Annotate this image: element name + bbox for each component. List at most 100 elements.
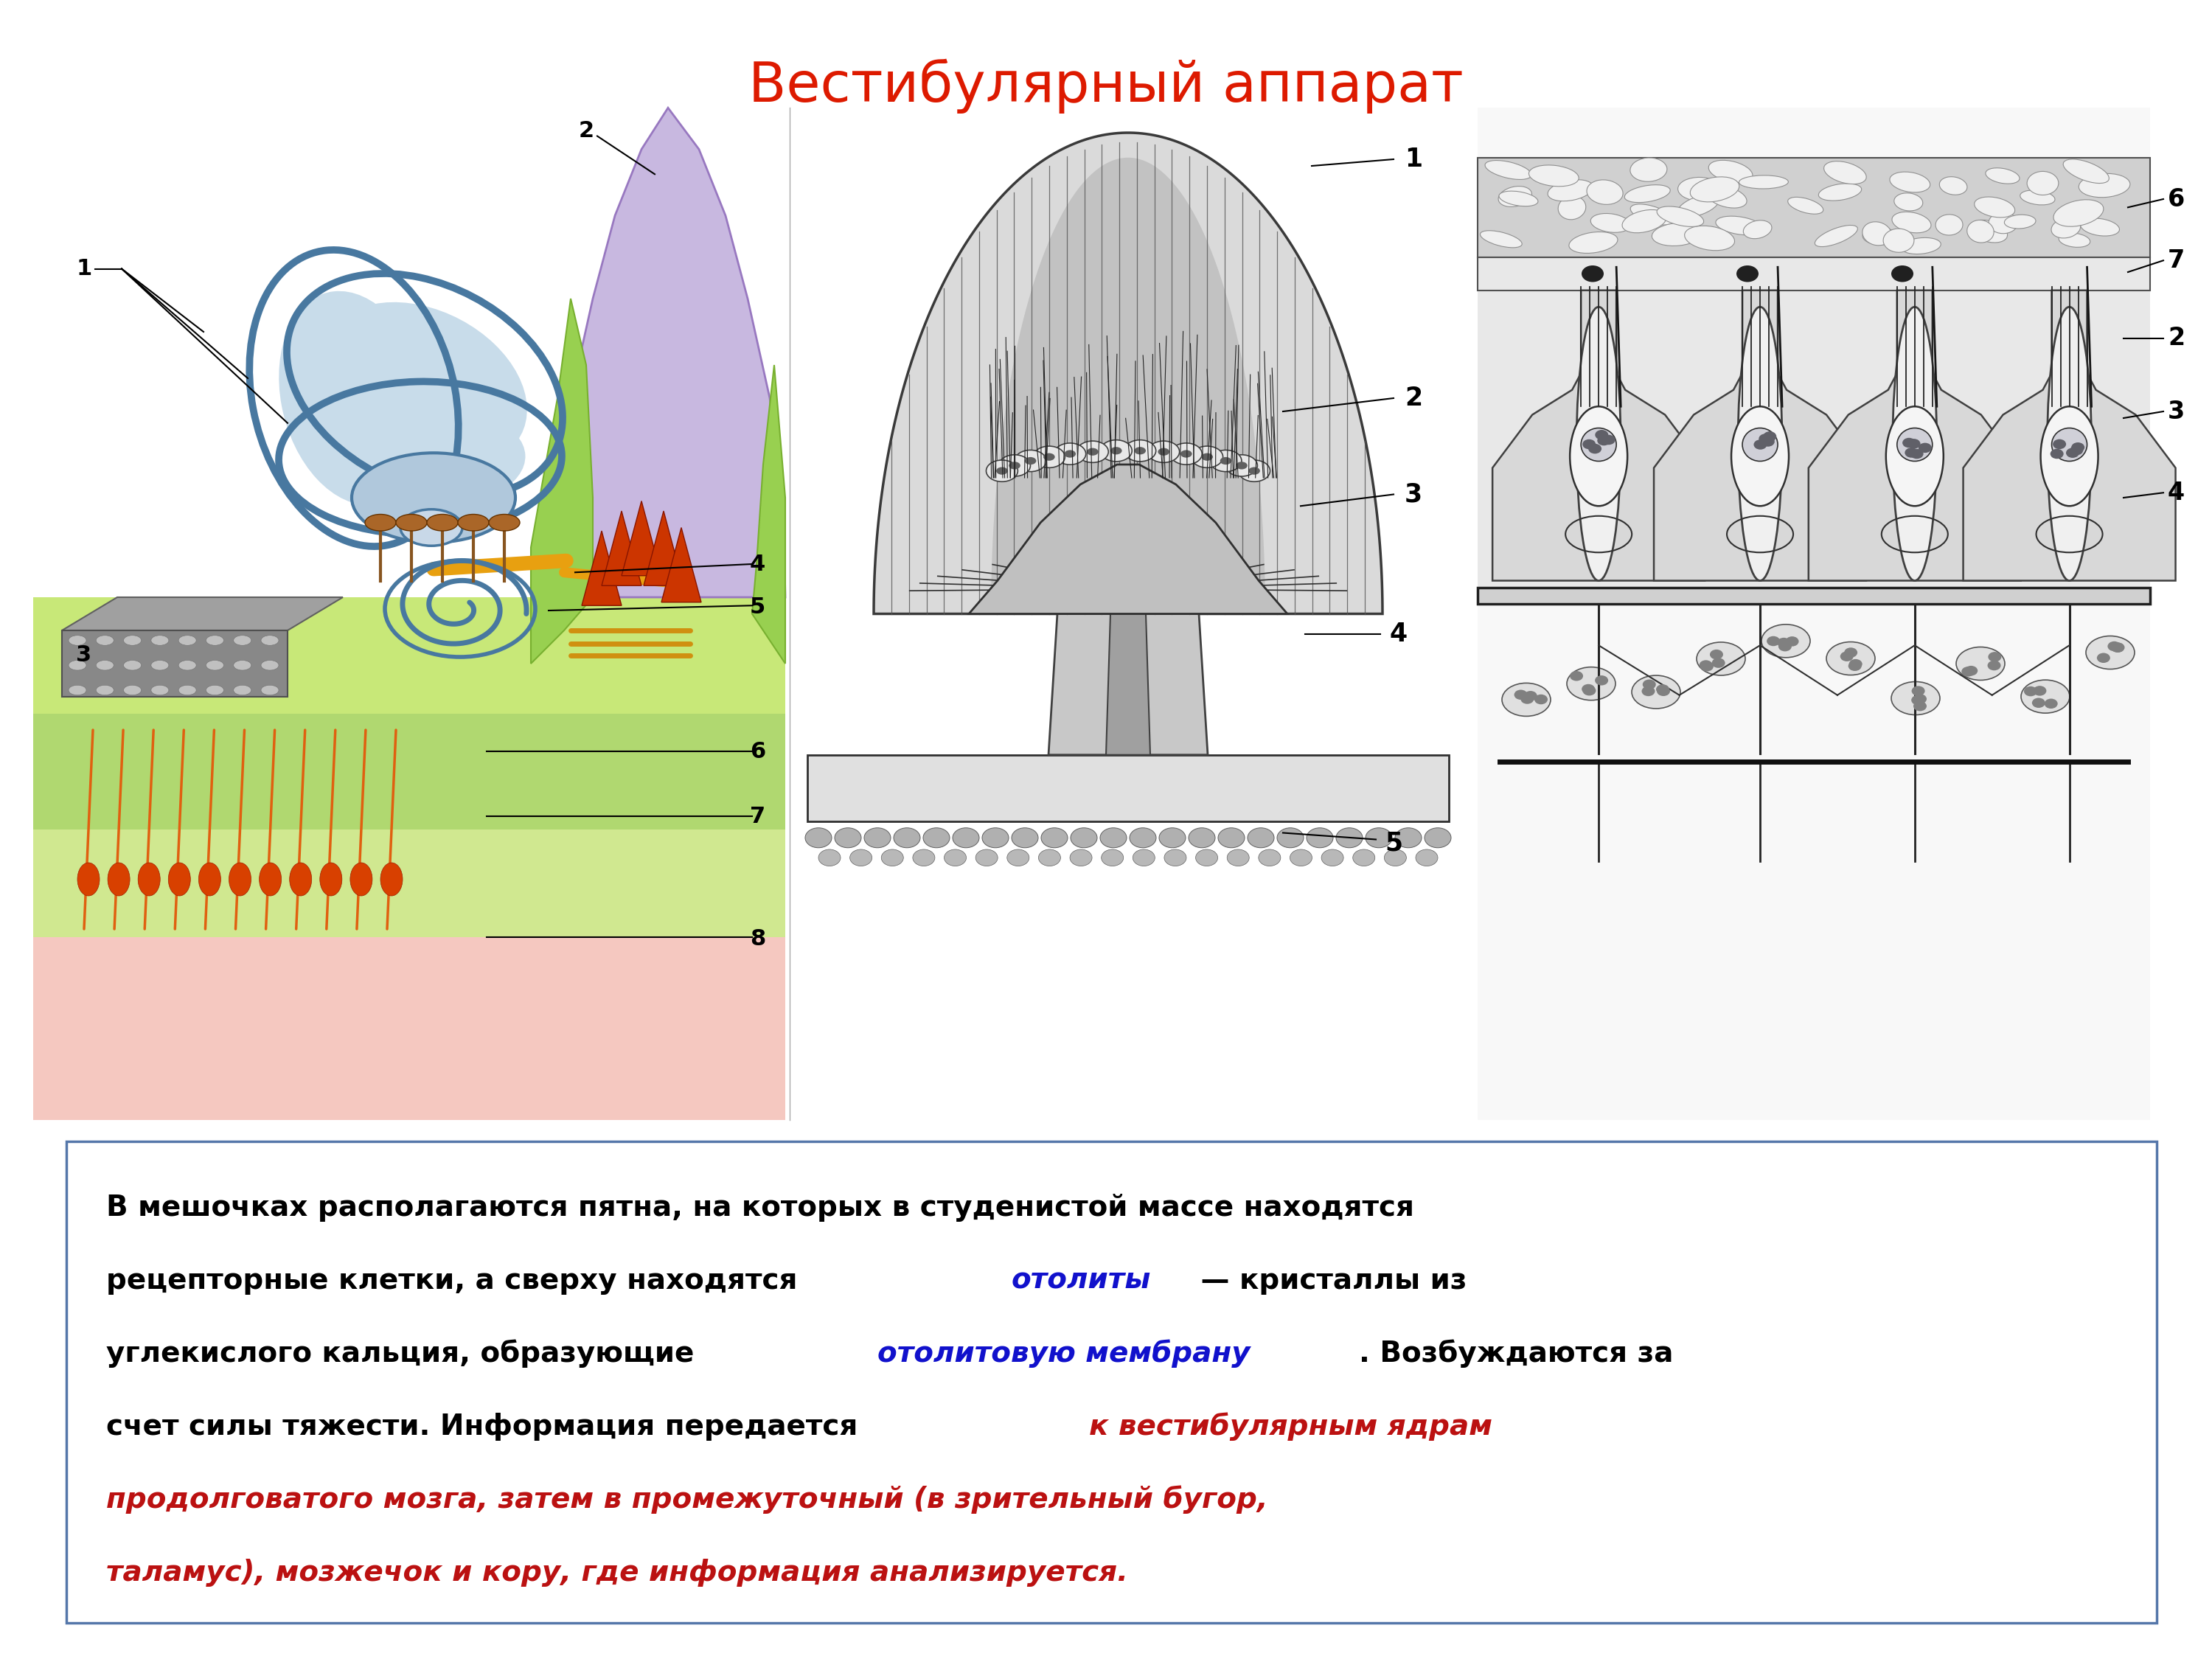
Polygon shape xyxy=(1809,290,2022,581)
Circle shape xyxy=(2033,698,2046,708)
Circle shape xyxy=(1099,828,1126,848)
Circle shape xyxy=(1515,690,1528,700)
Circle shape xyxy=(1582,440,1595,450)
Polygon shape xyxy=(644,511,684,586)
Circle shape xyxy=(1710,650,1723,660)
Circle shape xyxy=(1641,687,1655,697)
Ellipse shape xyxy=(1887,406,1944,506)
Circle shape xyxy=(1905,448,1918,458)
Ellipse shape xyxy=(206,660,223,670)
Circle shape xyxy=(1712,659,1725,669)
Ellipse shape xyxy=(321,863,343,896)
Ellipse shape xyxy=(2051,217,2081,239)
Circle shape xyxy=(1913,693,1927,703)
Ellipse shape xyxy=(108,863,131,896)
Circle shape xyxy=(834,828,860,848)
Circle shape xyxy=(1365,828,1391,848)
Ellipse shape xyxy=(1009,461,1020,469)
Ellipse shape xyxy=(1557,196,1586,219)
Circle shape xyxy=(2112,642,2126,652)
Ellipse shape xyxy=(1148,441,1179,463)
Text: счет силы тяжести. Информация передается: счет силы тяжести. Информация передается xyxy=(106,1413,867,1440)
Text: . Возбуждаются за: . Возбуждаются за xyxy=(1358,1339,1672,1369)
Circle shape xyxy=(1042,828,1068,848)
Circle shape xyxy=(880,849,902,866)
Ellipse shape xyxy=(2004,214,2035,229)
Ellipse shape xyxy=(1201,453,1212,461)
Ellipse shape xyxy=(261,685,279,695)
Ellipse shape xyxy=(1157,448,1170,456)
Text: 5: 5 xyxy=(1385,830,1402,856)
Circle shape xyxy=(1071,849,1093,866)
Circle shape xyxy=(1911,685,1924,695)
Ellipse shape xyxy=(69,685,86,695)
FancyBboxPatch shape xyxy=(807,755,1449,821)
Text: отолитовую мембрану: отолитовую мембрану xyxy=(878,1339,1250,1369)
Ellipse shape xyxy=(261,635,279,645)
Ellipse shape xyxy=(1630,158,1668,181)
Ellipse shape xyxy=(95,660,113,670)
Circle shape xyxy=(1776,637,1790,647)
Ellipse shape xyxy=(234,685,252,695)
Circle shape xyxy=(1037,849,1060,866)
Circle shape xyxy=(1911,450,1924,460)
Circle shape xyxy=(1102,849,1124,866)
Circle shape xyxy=(1524,690,1537,700)
Ellipse shape xyxy=(1814,226,1858,247)
Circle shape xyxy=(1425,828,1451,848)
Circle shape xyxy=(1595,430,1608,440)
Ellipse shape xyxy=(1484,161,1531,179)
Ellipse shape xyxy=(1787,197,1823,214)
FancyBboxPatch shape xyxy=(66,1141,2157,1623)
Circle shape xyxy=(1290,849,1312,866)
Ellipse shape xyxy=(458,514,489,531)
Ellipse shape xyxy=(1586,179,1624,204)
Circle shape xyxy=(1964,665,1978,675)
Ellipse shape xyxy=(352,453,515,542)
Ellipse shape xyxy=(1677,194,1719,217)
Circle shape xyxy=(1657,687,1670,697)
Ellipse shape xyxy=(995,468,1009,474)
FancyBboxPatch shape xyxy=(1478,257,2150,290)
Ellipse shape xyxy=(1502,684,1551,717)
Text: 4: 4 xyxy=(1389,620,1407,647)
Text: к вестибулярным ядрам: к вестибулярным ядрам xyxy=(1088,1412,1493,1442)
Polygon shape xyxy=(1964,290,2177,581)
Ellipse shape xyxy=(1940,178,1966,194)
Ellipse shape xyxy=(1624,184,1670,202)
Circle shape xyxy=(1595,675,1608,685)
Ellipse shape xyxy=(290,863,312,896)
Circle shape xyxy=(1849,659,1863,669)
Polygon shape xyxy=(752,365,785,664)
Ellipse shape xyxy=(95,685,113,695)
Ellipse shape xyxy=(1480,231,1522,247)
Circle shape xyxy=(1736,265,1759,282)
Circle shape xyxy=(1911,695,1924,705)
Circle shape xyxy=(1582,684,1595,693)
Ellipse shape xyxy=(1000,455,1031,476)
Ellipse shape xyxy=(987,460,1018,481)
Polygon shape xyxy=(1655,290,1867,581)
Ellipse shape xyxy=(1966,221,1993,242)
Ellipse shape xyxy=(1898,428,1933,461)
Ellipse shape xyxy=(261,660,279,670)
Circle shape xyxy=(1891,265,1913,282)
Circle shape xyxy=(2051,450,2064,460)
Ellipse shape xyxy=(1827,642,1876,675)
Circle shape xyxy=(1011,828,1037,848)
Circle shape xyxy=(1763,431,1776,441)
Circle shape xyxy=(1582,685,1595,695)
Ellipse shape xyxy=(1743,221,1772,239)
Ellipse shape xyxy=(2064,159,2108,182)
Circle shape xyxy=(1582,265,1604,282)
Circle shape xyxy=(1307,828,1334,848)
Text: 3: 3 xyxy=(1405,481,1422,508)
Circle shape xyxy=(1133,849,1155,866)
Ellipse shape xyxy=(489,514,520,531)
Circle shape xyxy=(1761,436,1774,446)
Circle shape xyxy=(1321,849,1343,866)
Ellipse shape xyxy=(1955,647,2004,680)
Ellipse shape xyxy=(199,863,221,896)
Ellipse shape xyxy=(1900,237,1940,254)
Text: В мешочках располагаются пятна, на которых в студенистой массе находятся: В мешочках располагаются пятна, на котор… xyxy=(106,1194,1413,1221)
